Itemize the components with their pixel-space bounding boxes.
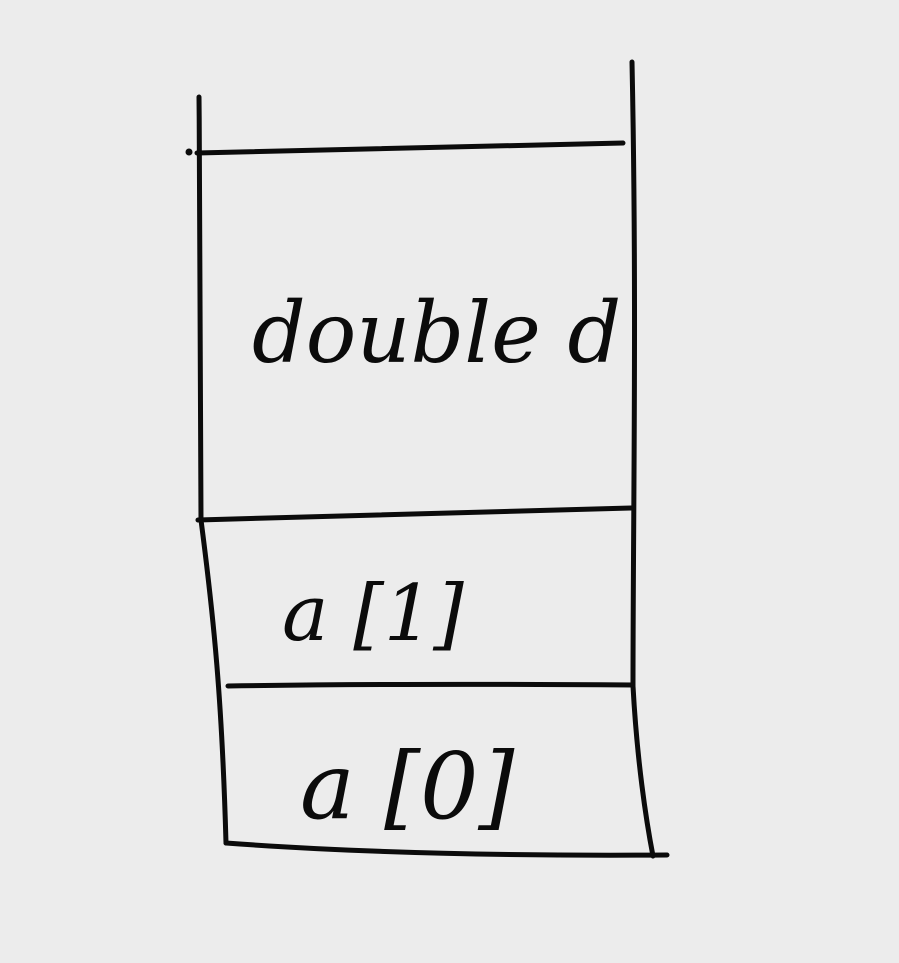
cell-label-double-d: double d [252,284,621,382]
divider-double-a1 [195,505,634,523]
divider-a1-a0 [225,681,636,689]
stack-right-wall [629,59,656,859]
stack-bottom-edge [223,840,670,858]
cell-label-a0: a [0] [300,733,515,840]
cell-label-a1: a [1] [282,569,464,659]
ink-dot [185,148,193,156]
stack-left-wall [196,94,229,846]
top-divider-line [194,140,626,156]
